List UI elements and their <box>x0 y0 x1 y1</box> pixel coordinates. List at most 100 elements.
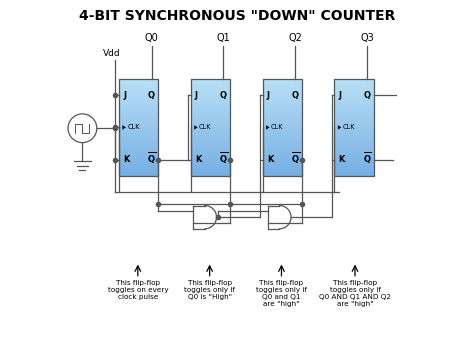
Bar <box>335 161 374 164</box>
Bar <box>263 81 302 83</box>
Bar <box>191 122 230 125</box>
Bar <box>263 166 302 169</box>
Bar <box>119 140 158 142</box>
Text: Vdd: Vdd <box>103 49 120 58</box>
Bar <box>191 174 230 176</box>
Bar <box>263 130 302 132</box>
Bar <box>191 120 230 122</box>
Bar <box>335 103 374 105</box>
Bar <box>263 105 302 108</box>
Bar <box>191 105 230 108</box>
Bar <box>191 81 230 83</box>
Text: This flip-flop
toggles only if
Q0 AND Q1 AND Q2
are "high": This flip-flop toggles only if Q0 AND Q1… <box>319 280 391 307</box>
Polygon shape <box>338 125 341 130</box>
Bar <box>335 130 374 132</box>
Bar <box>119 79 158 81</box>
Bar <box>191 83 230 86</box>
Text: Q1: Q1 <box>217 33 230 43</box>
Bar <box>191 147 230 149</box>
Bar <box>335 93 374 96</box>
Bar <box>335 101 374 103</box>
Bar <box>119 132 158 135</box>
Text: Q: Q <box>148 91 155 100</box>
Bar <box>335 83 374 86</box>
Bar <box>119 157 158 159</box>
Text: K: K <box>123 155 129 164</box>
Bar <box>191 115 230 118</box>
Bar <box>119 93 158 96</box>
Bar <box>191 96 230 98</box>
Bar <box>335 88 374 91</box>
Text: Q: Q <box>220 91 227 100</box>
Bar <box>119 79 158 176</box>
Bar <box>191 103 230 105</box>
Bar <box>335 152 374 154</box>
Text: This flip-flop
toggles on every
clock pulse: This flip-flop toggles on every clock pu… <box>108 280 168 300</box>
Bar <box>119 147 158 149</box>
Bar <box>119 91 158 93</box>
Bar <box>335 157 374 159</box>
Bar <box>335 113 374 115</box>
Bar <box>263 142 302 144</box>
Bar <box>263 122 302 125</box>
Bar <box>335 132 374 135</box>
Bar <box>263 115 302 118</box>
Bar <box>119 113 158 115</box>
Text: CLK: CLK <box>127 124 140 130</box>
Bar <box>263 79 302 81</box>
Bar <box>335 105 374 108</box>
Text: K: K <box>195 155 201 164</box>
Bar <box>119 110 158 113</box>
Bar <box>191 164 230 167</box>
Bar <box>119 101 158 103</box>
Bar <box>191 91 230 93</box>
Text: K: K <box>267 155 273 164</box>
Bar <box>263 93 302 96</box>
Bar <box>191 140 230 142</box>
Bar <box>191 157 230 159</box>
Bar <box>191 118 230 120</box>
Bar <box>191 171 230 174</box>
Bar <box>119 161 158 164</box>
Text: J: J <box>195 91 198 100</box>
Bar <box>119 159 158 161</box>
Bar <box>191 113 230 115</box>
Text: K: K <box>338 155 345 164</box>
Bar <box>119 115 158 118</box>
Bar <box>335 154 374 157</box>
Bar <box>119 83 158 86</box>
Bar <box>119 103 158 105</box>
Bar <box>119 122 158 125</box>
Bar <box>335 120 374 122</box>
Bar <box>335 108 374 110</box>
Polygon shape <box>122 125 126 130</box>
Bar <box>119 142 158 144</box>
Text: CLK: CLK <box>199 124 211 130</box>
Bar <box>263 147 302 149</box>
Bar <box>335 115 374 118</box>
Bar <box>191 93 230 96</box>
Bar <box>191 149 230 152</box>
Bar <box>119 108 158 110</box>
Text: J: J <box>123 91 126 100</box>
Bar <box>263 164 302 167</box>
Bar <box>263 98 302 101</box>
Bar <box>263 96 302 98</box>
Bar <box>191 169 230 171</box>
Bar <box>191 101 230 103</box>
Bar <box>335 79 374 81</box>
Text: Q0: Q0 <box>145 33 158 43</box>
Bar <box>191 125 230 128</box>
Bar <box>119 86 158 88</box>
Bar <box>263 154 302 157</box>
Bar <box>119 127 158 130</box>
Bar <box>263 169 302 171</box>
Bar <box>191 98 230 101</box>
Bar <box>263 101 302 103</box>
Bar <box>119 169 158 171</box>
Bar <box>263 149 302 152</box>
Bar <box>335 169 374 171</box>
Bar <box>263 110 302 113</box>
Bar <box>191 79 230 81</box>
Bar <box>119 137 158 140</box>
